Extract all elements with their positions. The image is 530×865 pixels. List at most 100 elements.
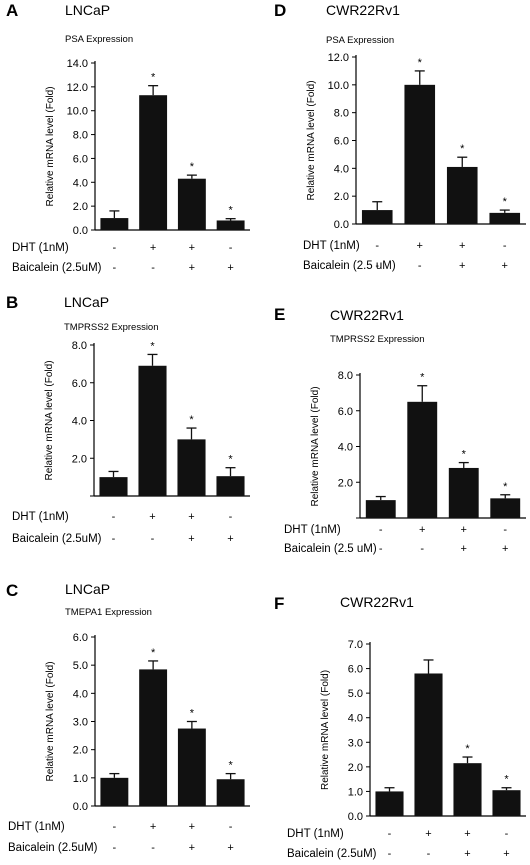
cell-line-title: LNCaP [65,2,110,18]
bar [177,439,206,496]
y-tick-label: 6.0 [73,153,88,165]
treatment-sign: - [113,821,117,833]
bar [448,467,479,518]
treatment-sign: + [189,842,195,854]
significance-star: * [190,708,195,720]
treatment-sign: + [227,533,233,545]
treatment-sign: - [388,848,392,860]
y-tick-label: 6.0 [334,136,349,148]
y-axis-label: Relative mRNA level (Fold) [310,386,321,506]
y-tick-label: 3.0 [348,737,363,749]
cell-line-title: LNCaP [64,294,109,310]
cell-line-title: CWR22Rv1 [326,2,400,18]
y-tick-label: 8.0 [334,108,349,120]
treatment-sign: + [464,828,470,840]
treatment-sign: - [379,524,383,536]
y-tick-label: 4.0 [334,163,349,175]
y-axis-label: Relative mRNA level (Fold) [306,80,317,200]
bar [100,218,129,230]
treatment-sign: - [112,533,116,545]
treatment-sign: + [419,524,425,536]
chart-subtitle: TMPRSS2 Expression [64,322,159,333]
treatment-sign: - [151,533,155,545]
y-axis-label: Relative mRNA level (Fold) [320,670,331,790]
panel-d: D CWR22Rv1 PSA Expression 0.0 2.0 4.0 6.0 8.0 10… [268,0,528,285]
chart-svg: D CWR22Rv1 PSA Expression 0.0 2.0 4.0 6.0 8.0 10… [274,1,526,272]
treatment-sign: + [149,511,155,523]
y-tick-label: 2.0 [348,762,363,774]
y-tick-label: 1.0 [348,786,363,798]
y-tick-label: 0.0 [334,219,349,231]
treatment-label: Baicalein (2.5 uM) [284,543,377,555]
treatment-sign: + [425,828,431,840]
treatment-label: DHT (1nM) [287,828,344,840]
bar [407,401,438,518]
treatment-label: DHT (1nM) [12,511,69,523]
significance-star: * [150,340,155,352]
panel-a: A LNCaP PSA Expression 0.0 2.0 4.0 6.0 8.0 10.0 1… [0,0,260,285]
bar [177,728,206,806]
treatment-sign: + [502,543,508,555]
panel-letter: C [6,581,18,600]
treatment-label: Baicalein (2.5uM) [12,533,102,545]
treatment-label: DHT (1nM) [303,240,360,252]
y-tick-label: 5.0 [73,660,88,672]
y-axis-label: Relative mRNA level (Fold) [45,86,56,206]
panel-f: F CWR22Rv1 0.0 1.0 2.0 3.0 4.0 5.0 6.0 7.0 Relativ… [268,578,528,865]
y-tick-label: 7.0 [348,639,363,651]
chart-svg: F CWR22Rv1 0.0 1.0 2.0 3.0 4.0 5.0 6.0 7.0 Relativ… [274,594,526,860]
y-tick-label: 4.0 [73,688,88,700]
chart-subtitle: PSA Expression [326,35,394,46]
y-tick-label: 4.0 [348,713,363,725]
y-tick-label: 1.0 [73,773,88,785]
treatment-sign: - [151,842,155,854]
bar [446,166,478,224]
treatment-sign: + [227,262,233,274]
significance-star: * [151,72,156,84]
treatment-sign: - [112,511,116,523]
panel-e: E CWR22Rv1 TMPRSS2 Expression 2.0 4.0 6.0 8.0 R… [268,290,528,580]
treatment-sign: - [379,543,383,555]
bar [99,477,128,496]
treatment-label: Baicalein (2.5uM) [287,848,377,860]
significance-star: * [504,774,509,786]
significance-star: * [462,449,467,461]
y-tick-label: 10.0 [67,106,88,118]
y-tick-label: 2.0 [72,453,87,465]
y-axis-label: Relative mRNA level (Fold) [44,360,55,480]
chart-subtitle: PSA Expression [65,34,133,45]
bar [216,220,245,230]
significance-star: * [460,143,465,155]
treatment-sign: - [503,240,507,252]
y-tick-label: 12.0 [67,82,88,94]
y-axis-label: Relative mRNA level (Fold) [45,661,56,781]
cell-line-title: CWR22Rv1 [330,307,404,323]
significance-star: * [418,57,423,69]
significance-star: * [228,454,233,466]
panel-c: C LNCaP TMEPA1 Expression 0.0 1.0 2.0 3.0 4.0 5.… [0,578,260,865]
y-tick-label: 2.0 [338,477,353,489]
treatment-sign: - [503,524,507,536]
bar [139,669,168,806]
treatment-sign: + [189,242,195,254]
significance-star: * [228,760,233,772]
panel-b: B LNCaP TMPRSS2 Expression 2.0 4.0 6.0 8.0 Rela… [0,290,260,575]
y-tick-label: 5.0 [348,688,363,700]
treatment-sign: - [229,511,233,523]
panel-letter: E [274,305,285,324]
treatment-sign: + [189,262,195,274]
y-tick-label: 2.0 [334,191,349,203]
treatment-sign: - [229,242,233,254]
panel-letter: A [6,1,18,20]
treatment-label: DHT (1nM) [12,242,69,254]
bar [216,476,245,496]
significance-star: * [503,481,508,493]
treatment-sign: + [417,240,423,252]
treatment-sign: - [375,240,379,252]
bar [361,210,393,224]
treatment-sign: + [459,240,465,252]
treatment-label: Baicalein (2.5uM) [12,262,102,274]
treatment-sign: + [461,524,467,536]
treatment-label: Baicalein (2.5uM) [8,842,98,854]
bar [365,500,396,518]
